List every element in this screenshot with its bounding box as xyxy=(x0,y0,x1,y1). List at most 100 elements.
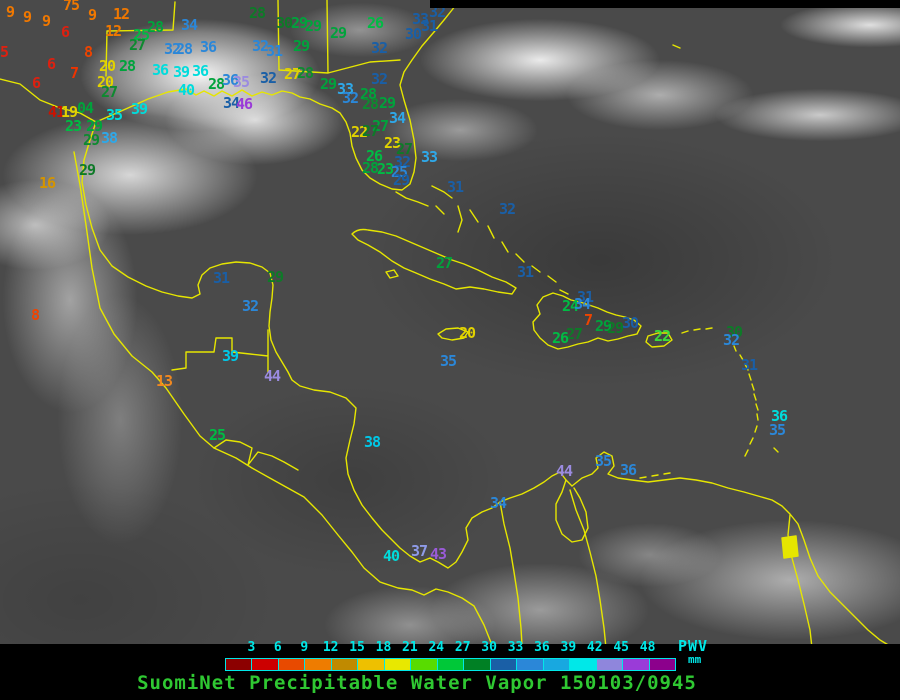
colorbar-tick: 48 xyxy=(639,640,656,655)
pwv-station: 26 xyxy=(551,329,569,347)
pwv-station: 22 xyxy=(653,327,671,345)
pwv-station: 32 xyxy=(498,200,516,218)
colorbar-segment xyxy=(517,659,543,670)
pwv-station: 9 xyxy=(5,3,15,21)
colorbar-segment xyxy=(411,659,437,670)
pwv-station: 29 xyxy=(606,319,624,337)
colorbar-tick: 27 xyxy=(454,640,471,655)
colorbar-tick: 45 xyxy=(613,640,629,655)
pwv-station: 32 xyxy=(259,69,277,87)
pwv-station: 29 xyxy=(378,94,396,112)
pwv-station: 30 xyxy=(275,14,293,32)
pwv-station: 38 xyxy=(363,433,381,451)
pwv-station: 22 xyxy=(350,123,368,141)
pwv-station: 29 xyxy=(329,24,347,42)
pwv-station: 36 xyxy=(221,71,239,89)
pwv-station: 26 xyxy=(366,14,384,32)
pwv-station: 46 xyxy=(235,95,253,113)
pwv-station: 9 xyxy=(87,6,97,24)
pwv-station: 13 xyxy=(155,372,173,390)
pwv-station: 27 xyxy=(435,254,453,272)
coastline-path xyxy=(351,228,517,295)
colorbar-segment xyxy=(596,659,623,670)
pwv-station: 35 xyxy=(439,352,457,370)
pwv-station: 34 xyxy=(489,494,507,512)
pwv-station: 29 xyxy=(78,161,96,179)
colorbar-segment xyxy=(623,659,649,670)
colorbar-segment xyxy=(226,659,252,670)
border-path xyxy=(569,489,607,649)
coastline-path xyxy=(73,151,493,646)
border-path xyxy=(0,78,97,123)
pwv-station: 33 xyxy=(336,80,354,98)
pwv-station: 27 xyxy=(565,325,583,343)
pwv-station: 34 xyxy=(222,94,240,112)
colorbar-tick: 36 xyxy=(534,640,550,655)
legend-footer xyxy=(0,644,900,700)
coastline-path xyxy=(532,292,642,350)
pwv-station: 6 xyxy=(31,74,41,92)
pwv-station: 36 xyxy=(619,461,637,479)
pwv-station: 34 xyxy=(180,16,198,34)
pwv-station: 8 xyxy=(83,43,93,61)
colorbar-tick: 30 xyxy=(481,640,497,655)
pwv-station: 29 xyxy=(82,131,100,149)
border-path xyxy=(277,0,401,74)
pwv-station: 36 xyxy=(199,38,217,56)
pwv-station: 36 xyxy=(151,61,169,79)
pwv-station: 29 xyxy=(292,37,310,55)
pwv-station: 7 xyxy=(69,64,79,82)
pwv-station: 39 xyxy=(221,347,239,365)
pwv-station: 5 xyxy=(0,43,9,61)
pwv-station: 38 xyxy=(100,129,118,147)
coastline-path xyxy=(571,451,891,647)
pwv-station: 20 xyxy=(458,324,476,342)
pwv-station: 27 xyxy=(100,83,118,101)
colorbar-tick: 24 xyxy=(428,640,445,655)
pwv-station: 33 xyxy=(420,148,438,166)
coastline-path xyxy=(385,269,399,279)
pwv-station: 25 xyxy=(208,426,226,444)
colorbar-segment xyxy=(490,659,517,670)
pwv-station: 27 xyxy=(371,117,389,135)
border-path xyxy=(213,439,299,471)
pwv-station: 37 xyxy=(410,542,428,560)
pwv-station: 30 xyxy=(404,25,422,43)
colorbar-tick: 42 xyxy=(586,640,603,655)
pwv-station: 31 xyxy=(420,17,438,35)
colorbar-segment xyxy=(278,659,305,670)
pwv-station: 7 xyxy=(583,311,593,329)
pwv-station: 36 xyxy=(770,407,788,425)
pwv-station: 44 xyxy=(555,462,573,480)
pwv-station: 28 xyxy=(118,57,136,75)
pwv-station: 35 xyxy=(105,106,123,124)
colorbar xyxy=(225,658,676,671)
pwv-station: 6 xyxy=(60,23,70,41)
pwv-station: 31 xyxy=(576,288,594,306)
pwv-station: 34 xyxy=(573,295,591,313)
pwv-station: 19 xyxy=(60,103,78,121)
pwv-station: 16 xyxy=(38,174,56,192)
pwv-unit-label: PWV xyxy=(678,637,709,655)
pwv-station: 28 xyxy=(296,64,314,82)
colorbar-segment xyxy=(305,659,331,670)
product-title: SuomiNet Precipitable Water Vapor 150103… xyxy=(137,672,697,694)
colorbar-segment xyxy=(464,659,490,670)
pwv-station: 29 xyxy=(319,75,337,93)
pwv-station: 29 xyxy=(594,317,612,335)
pwv-station: 29 xyxy=(392,171,410,189)
pwv-station: 33 xyxy=(411,10,429,28)
colorbar-tick: 3 xyxy=(247,640,256,655)
pwv-station: 28 xyxy=(248,4,266,22)
pwv-station: 32 xyxy=(251,37,269,55)
pwv-station: 23 xyxy=(376,160,394,178)
pwv-station: 6 xyxy=(46,55,56,73)
pwv-station: 27 xyxy=(128,36,146,54)
pwv-station: 31 xyxy=(446,178,464,196)
top-black-strip xyxy=(430,0,900,8)
pwv-station: 04 xyxy=(76,99,94,117)
pwv-station: 31 xyxy=(740,356,758,374)
pwv-station: 44 xyxy=(263,367,281,385)
